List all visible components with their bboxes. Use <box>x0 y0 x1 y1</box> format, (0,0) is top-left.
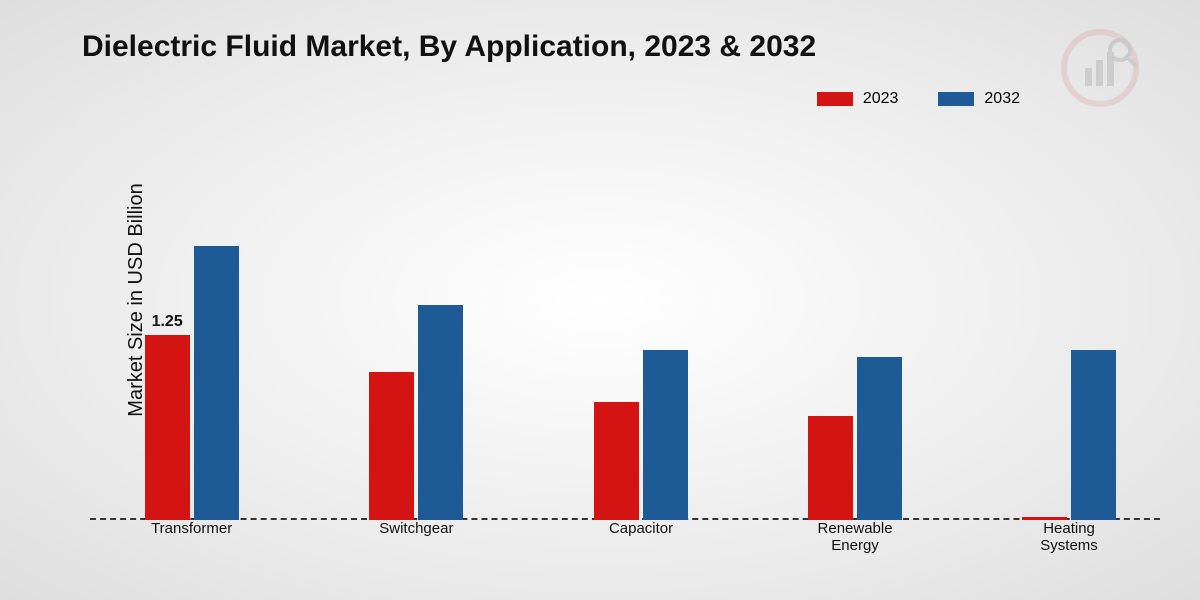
bar-group <box>1022 350 1116 520</box>
bar-group <box>594 350 688 520</box>
x-axis-category-label: Switchgear <box>379 520 453 537</box>
legend-item-2023: 2023 <box>817 90 899 108</box>
bar <box>643 350 688 520</box>
bar <box>857 357 902 520</box>
bar-value-label: 1.25 <box>152 313 183 331</box>
bar <box>418 305 463 520</box>
bar-group: 1.25 <box>145 246 239 520</box>
legend-item-2032: 2032 <box>938 90 1020 108</box>
x-axis-category-label: Transformer <box>151 520 232 537</box>
bar-group <box>369 305 463 520</box>
legend-swatch-2023 <box>817 92 853 106</box>
legend-label-2023: 2023 <box>863 90 899 108</box>
bar <box>194 246 239 520</box>
x-axis-labels: Transformer Switchgear Capacitor Renewable … <box>90 520 1160 560</box>
bar <box>594 402 639 520</box>
bar: 1.25 <box>145 335 190 520</box>
legend-label-2032: 2032 <box>984 90 1020 108</box>
bar <box>1071 350 1116 520</box>
plot-area: 1.25 <box>90 150 1160 520</box>
bar <box>808 416 853 520</box>
bar-group <box>808 357 902 520</box>
chart-title: Dielectric Fluid Market, By Application,… <box>82 30 816 64</box>
x-axis-category-label: Capacitor <box>609 520 673 537</box>
logo-watermark-icon <box>1060 28 1140 108</box>
bar <box>369 372 414 520</box>
legend: 2023 2032 <box>817 90 1020 108</box>
legend-swatch-2032 <box>938 92 974 106</box>
x-axis-category-label: Renewable Energy <box>818 520 893 555</box>
chart-canvas: Dielectric Fluid Market, By Application,… <box>0 0 1200 600</box>
x-axis-category-label: Heating Systems <box>1040 520 1098 555</box>
